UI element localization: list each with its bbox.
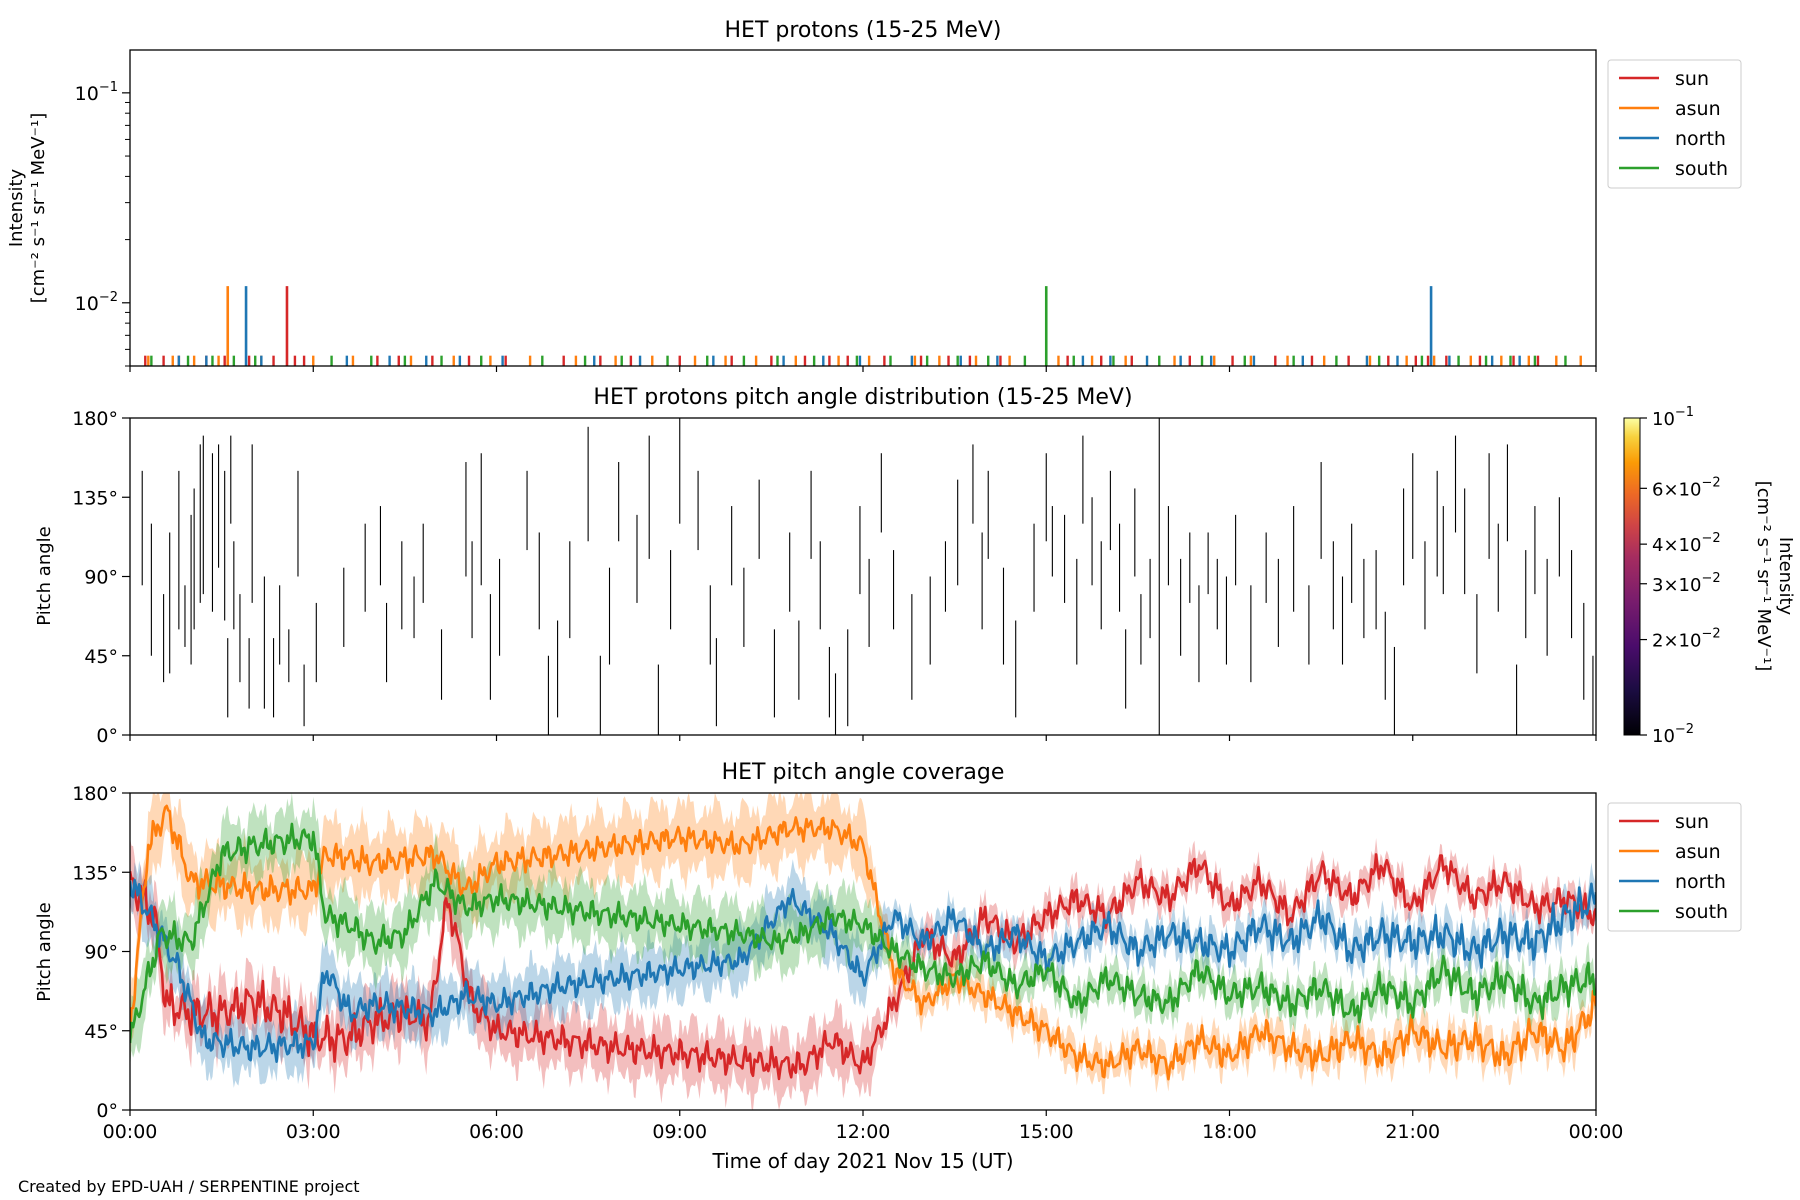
x-tick-label: 06:00	[469, 1121, 524, 1143]
coverage-band-asun	[130, 793, 1596, 1095]
panel2-y-axis: 0° 45° 90° 135° 180°	[72, 408, 130, 747]
y-tick-label: 45°	[84, 646, 118, 668]
y-tick-label: 180°	[72, 408, 118, 430]
panel3-legend: sun asun north south	[1607, 802, 1742, 932]
colorbar-tick-label: 3×10−2	[1652, 571, 1721, 596]
x-tick-label: 00:00	[103, 1121, 158, 1143]
y-tick-label: 135°	[72, 862, 118, 884]
y-tick-label: 0°	[96, 725, 118, 747]
panel-intensity: HET protons (15-25 MeV) 10−1 10−2 Intensi…	[6, 18, 1742, 372]
y-tick-label: 10−1	[75, 80, 118, 105]
panel-coverage: HET pitch angle coverage 0° 45° 90° 135° 180…	[34, 760, 1742, 1143]
x-tick-label: 00:00	[1569, 1121, 1624, 1143]
legend1-south-label: south	[1675, 158, 1728, 180]
panel3-x-ticks: 00:00 03:00 06:00 09:00 12:00 15:00 18:00 21:00…	[103, 1110, 1624, 1143]
legend1-asun-label: asun	[1675, 98, 1721, 120]
panel1-y-axis: 10−1 10−2	[75, 80, 130, 367]
colorbar-tick-label: 10−2	[1652, 722, 1694, 747]
panel2-title: HET protons pitch angle distribution (15…	[593, 385, 1132, 410]
colorbar-ticks: 10−1 6×10−2 4×10−2 3×10−2 2×10−2 10−2	[1640, 405, 1721, 747]
legend1-sun-label: sun	[1675, 68, 1709, 90]
panel1-x-ticks	[129, 366, 1597, 372]
panel2-x-ticks	[129, 735, 1597, 741]
colorbar-tick-label: 10−1	[1652, 405, 1694, 430]
coverage-line-south	[130, 822, 1596, 1044]
y-tick-label: 10−2	[75, 290, 118, 315]
y-tick-label: 90°	[84, 942, 118, 964]
panel1-title: HET protons (15-25 MeV)	[725, 18, 1002, 43]
panel1-ylabel-line2: [cm⁻² s⁻¹ sr⁻¹ MeV⁻¹]	[28, 113, 49, 304]
coverage-line-sun	[130, 853, 1596, 1081]
x-tick-label: 18:00	[1202, 1121, 1257, 1143]
legend3-asun-label: asun	[1675, 841, 1721, 863]
panel1-plot-area	[144, 286, 1582, 366]
panel3-legend-box	[1607, 802, 1742, 932]
colorbar-gradient	[1623, 417, 1641, 736]
y-tick-label: 135°	[72, 487, 118, 509]
x-tick-label: 03:00	[286, 1121, 341, 1143]
colorbar-label-line2: [cm⁻² s⁻¹ sr⁻¹ MeV⁻¹]	[1753, 481, 1774, 672]
panel2-ylabel: Pitch angle	[34, 526, 55, 625]
panel-pad: HET protons pitch angle distribution (15…	[34, 385, 1796, 747]
y-tick-label: 180°	[72, 783, 118, 805]
x-tick-label: 12:00	[836, 1121, 891, 1143]
y-tick-label: 0°	[96, 1100, 118, 1122]
panel3-title: HET pitch angle coverage	[722, 760, 1005, 785]
panel3-plot-area	[130, 793, 1596, 1110]
x-axis-label: Time of day 2021 Nov 15 (UT)	[712, 1149, 1014, 1173]
legend1-north-label: north	[1675, 128, 1726, 150]
colorbar-tick-label: 6×10−2	[1652, 475, 1721, 500]
y-tick-label: 45°	[84, 1021, 118, 1043]
x-tick-label: 09:00	[652, 1121, 707, 1143]
panel2-plot-area	[141, 418, 1594, 735]
panel1-frame	[129, 49, 1597, 367]
legend3-south-label: south	[1675, 901, 1728, 923]
coverage-line-asun	[130, 804, 1596, 1081]
coverage-line-north	[130, 878, 1596, 1063]
y-tick-label: 90°	[84, 567, 118, 589]
colorbar-tick-label: 4×10−2	[1652, 531, 1721, 556]
panel1-legend: sun asun north south	[1607, 59, 1742, 189]
x-tick-label: 21:00	[1385, 1121, 1440, 1143]
footer-credit: Created by EPD-UAH / SERPENTINE project	[18, 1177, 360, 1196]
colorbar: 10−1 6×10−2 4×10−2 3×10−2 2×10−2 10−2 Intensi…	[1623, 405, 1796, 747]
legend3-north-label: north	[1675, 871, 1726, 893]
colorbar-label-line1: Intensity	[1775, 537, 1796, 616]
colorbar-tick-label: 2×10−2	[1652, 627, 1721, 652]
panel1-ylabel-line1: Intensity	[6, 168, 27, 247]
panel3-y-axis: 0° 45° 90° 135° 180°	[72, 783, 130, 1122]
x-tick-label: 15:00	[1019, 1121, 1074, 1143]
legend3-sun-label: sun	[1675, 811, 1709, 833]
panel3-ylabel: Pitch angle	[34, 902, 55, 1001]
panel1-legend-box	[1607, 59, 1742, 189]
